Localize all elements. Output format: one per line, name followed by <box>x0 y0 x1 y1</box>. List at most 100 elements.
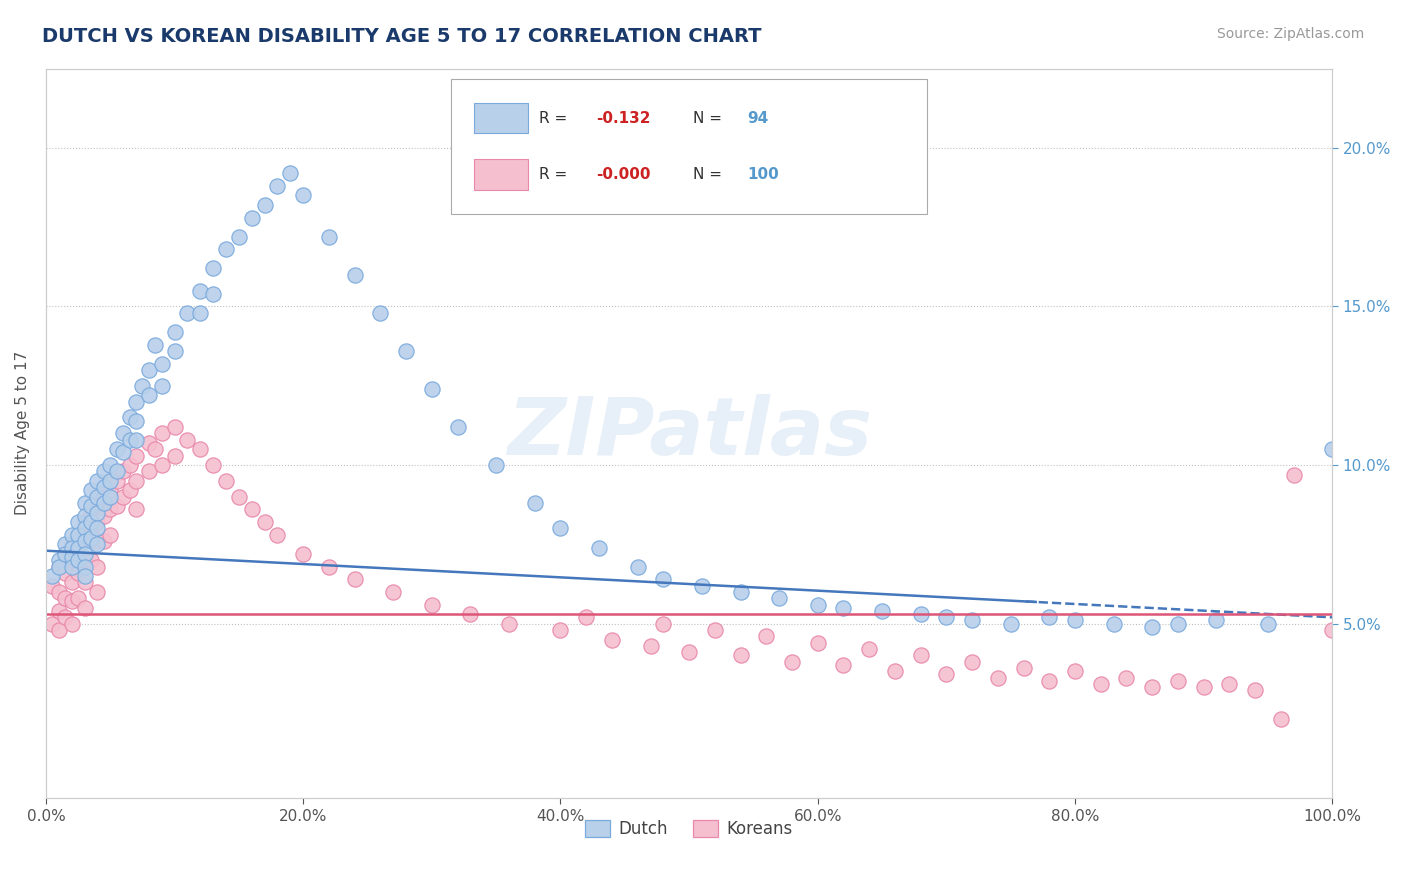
Point <box>60 537 83 551</box>
Point <box>48 623 70 637</box>
Point <box>73 534 96 549</box>
Point <box>910 607 932 622</box>
Point <box>98 528 121 542</box>
Point <box>67 528 90 542</box>
Point <box>98 458 121 472</box>
Point <box>60 594 83 608</box>
Point <box>1140 620 1163 634</box>
Point <box>48 559 70 574</box>
Point <box>86 559 108 574</box>
Point <box>807 636 830 650</box>
Point <box>118 410 141 425</box>
Point <box>80 528 103 542</box>
Point <box>1090 677 1112 691</box>
Point <box>41 579 63 593</box>
Point <box>280 166 302 180</box>
Point <box>1064 665 1087 679</box>
Point <box>48 559 70 574</box>
Point <box>67 515 90 529</box>
Point <box>370 306 392 320</box>
Point <box>93 508 115 523</box>
Point <box>163 420 186 434</box>
Point <box>143 442 166 457</box>
Point <box>112 445 135 459</box>
Point <box>730 585 752 599</box>
Point <box>53 566 76 580</box>
Point <box>73 547 96 561</box>
Point <box>678 645 700 659</box>
Point <box>80 483 103 498</box>
Point <box>93 490 115 504</box>
Y-axis label: Disability Age 5 to 17: Disability Age 5 to 17 <box>15 351 30 516</box>
Point <box>652 572 675 586</box>
Point <box>780 655 803 669</box>
FancyBboxPatch shape <box>474 159 529 190</box>
Point <box>125 394 148 409</box>
Point <box>883 665 905 679</box>
Point <box>138 363 160 377</box>
Text: R =: R = <box>538 167 572 182</box>
Point <box>460 607 482 622</box>
Point <box>98 490 121 504</box>
Point <box>105 464 128 478</box>
Point <box>80 515 103 529</box>
Point <box>935 667 957 681</box>
Point <box>202 458 225 472</box>
Point <box>112 426 135 441</box>
Point <box>188 306 211 320</box>
Point <box>67 547 90 561</box>
Point <box>1257 616 1279 631</box>
Point <box>67 591 90 606</box>
Point <box>163 325 186 339</box>
Point <box>1167 616 1189 631</box>
Text: -0.000: -0.000 <box>596 167 651 182</box>
Point <box>73 559 96 574</box>
Point <box>318 229 340 244</box>
Point <box>93 480 115 494</box>
Point <box>73 600 96 615</box>
Point <box>228 229 250 244</box>
Text: Source: ZipAtlas.com: Source: ZipAtlas.com <box>1216 27 1364 41</box>
Point <box>935 610 957 624</box>
FancyBboxPatch shape <box>451 79 927 214</box>
Point <box>253 198 276 212</box>
Point <box>1322 623 1344 637</box>
Point <box>86 537 108 551</box>
Point <box>960 614 983 628</box>
Point <box>1205 614 1227 628</box>
Point <box>86 474 108 488</box>
Point <box>125 502 148 516</box>
Point <box>73 508 96 523</box>
Point <box>318 559 340 574</box>
Point <box>176 306 198 320</box>
Point <box>600 632 623 647</box>
Text: N =: N = <box>693 111 727 126</box>
Point <box>228 490 250 504</box>
Point <box>112 490 135 504</box>
Point <box>67 528 90 542</box>
Point <box>910 648 932 663</box>
Point <box>93 534 115 549</box>
Point <box>67 553 90 567</box>
Point <box>1012 661 1035 675</box>
Point <box>60 553 83 567</box>
Point <box>188 442 211 457</box>
Point <box>73 534 96 549</box>
Point <box>150 458 173 472</box>
Point <box>550 623 572 637</box>
Point <box>150 357 173 371</box>
Point <box>652 616 675 631</box>
Point <box>86 534 108 549</box>
Point <box>240 502 263 516</box>
Point <box>118 458 141 472</box>
Point <box>832 657 855 672</box>
Point <box>150 426 173 441</box>
Point <box>485 458 508 472</box>
Point <box>253 515 276 529</box>
Point <box>420 382 443 396</box>
Point <box>41 569 63 583</box>
Point <box>60 616 83 631</box>
Point <box>1218 677 1240 691</box>
Point <box>395 343 418 358</box>
Point <box>53 537 76 551</box>
